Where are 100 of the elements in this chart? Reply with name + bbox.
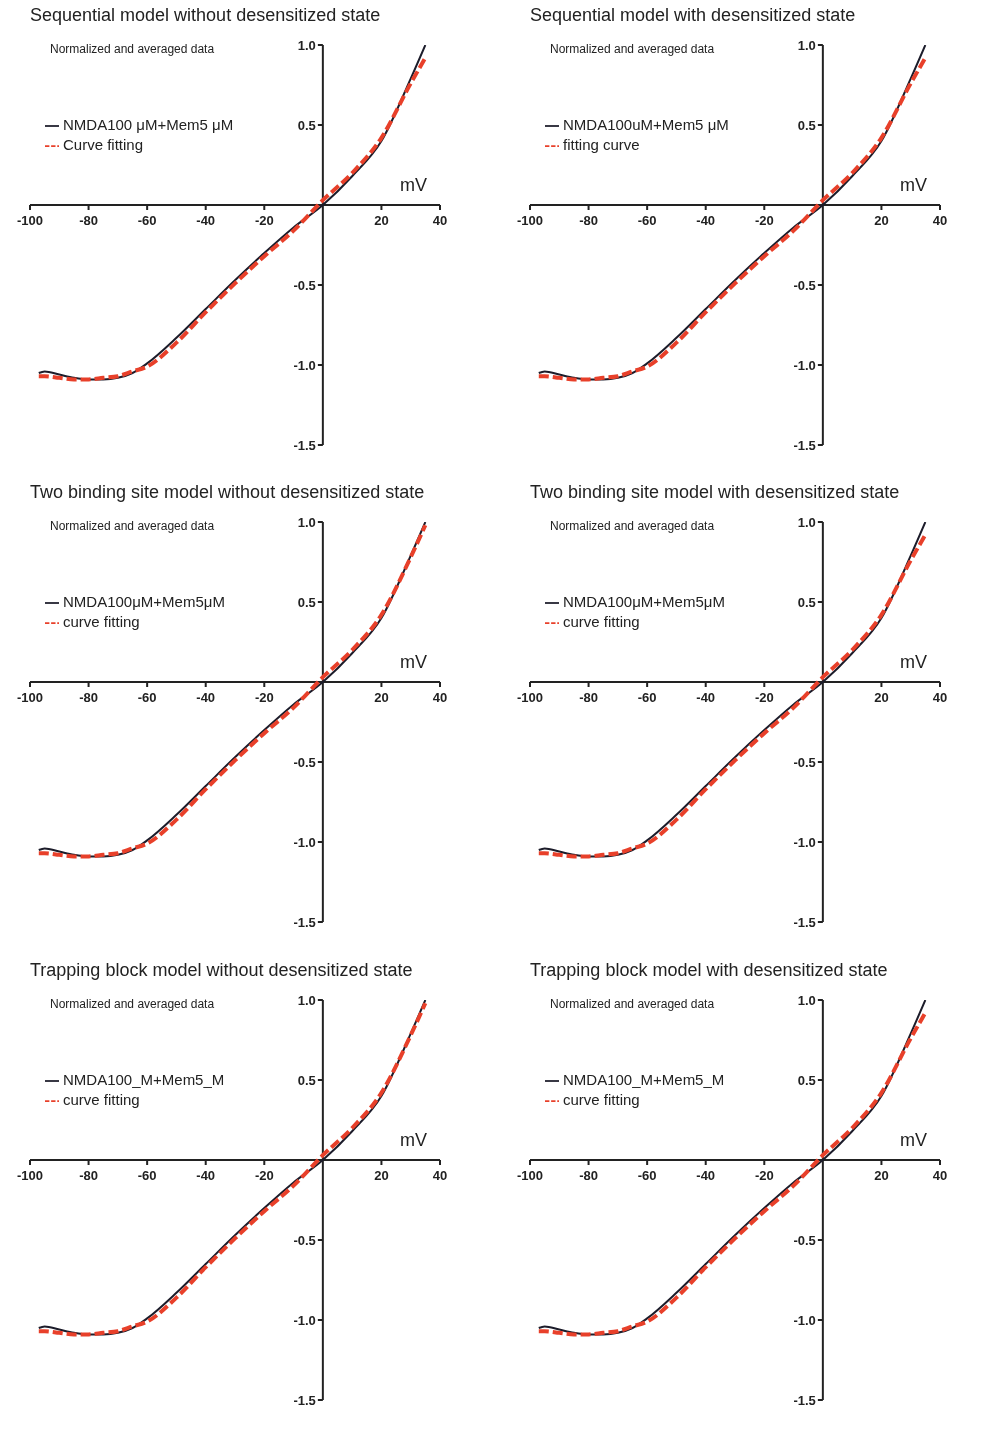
x-tick-label: -80	[79, 1167, 98, 1183]
annotation: Normalized and averaged data	[550, 42, 715, 56]
x-tick-label: -80	[79, 690, 98, 706]
y-tick-label: -1.0	[793, 358, 816, 373]
legend-label: NMDA100μM+Mem5μM	[563, 593, 725, 611]
annotation: Normalized and averaged data	[50, 519, 215, 534]
chart-title: Sequential model without desensitized state	[29, 4, 382, 27]
x-tick-label: -80	[79, 213, 98, 228]
x-tick-label: 20	[874, 690, 889, 706]
x-tick-label: -60	[637, 690, 657, 706]
chart-title: Two binding site model without desensitized state	[29, 481, 426, 505]
x-tick-label: -20	[254, 1167, 274, 1183]
x-tick-label: -100	[516, 690, 544, 706]
x-tick-label: 40	[932, 213, 948, 228]
x-tick-label: -20	[754, 690, 774, 706]
y-tick-label: -1.0	[793, 1312, 816, 1328]
x-tick-label: -100	[16, 213, 44, 228]
y-tick-label: -0.5	[793, 755, 816, 771]
annotation: Normalized and averaged data	[550, 519, 715, 534]
y-tick-label: 0.5	[297, 1072, 316, 1088]
y-tick-label: -1.5	[793, 915, 816, 931]
x-tick-label: -60	[637, 1167, 657, 1183]
x-tick-label: -60	[137, 690, 157, 706]
y-tick-label: 1.0	[297, 515, 316, 531]
legend-label: curve fitting	[63, 613, 140, 631]
x-tick-label: 20	[874, 1167, 889, 1183]
legend-label: Curve fitting	[63, 136, 144, 153]
x-tick-label: -100	[16, 690, 44, 706]
x-tick-label: -60	[137, 1167, 157, 1183]
legend-label: NMDA100μM+Mem5μM	[63, 593, 225, 611]
y-tick-label: -0.5	[293, 1232, 316, 1248]
x-axis-title: mV	[900, 652, 927, 674]
legend-label: NMDA100uM+Mem5 μM	[563, 116, 729, 133]
y-tick-label: -1.0	[293, 1312, 316, 1328]
y-tick-label: -1.5	[293, 1392, 316, 1408]
chart-title: Trapping block model without desensitized state	[29, 958, 414, 982]
y-tick-label: 1.0	[297, 992, 316, 1008]
y-tick-label: -0.5	[793, 1232, 816, 1248]
legend-label: NMDA100_M+Mem5_M	[63, 1070, 225, 1088]
x-tick-label: 20	[374, 213, 389, 228]
x-tick-label: -60	[637, 213, 657, 228]
y-tick-label: -1.5	[793, 438, 816, 453]
annotation: Normalized and averaged data	[50, 996, 215, 1011]
x-tick-label: -40	[196, 213, 216, 228]
y-tick-label: 1.0	[797, 38, 816, 53]
x-axis-title: mV	[400, 175, 427, 196]
y-tick-label: -1.5	[293, 438, 316, 453]
x-tick-label: -60	[137, 213, 157, 228]
x-tick-label: -20	[754, 213, 774, 228]
y-tick-label: -1.5	[793, 1392, 816, 1408]
chart-title: Two binding site model with desensitized state	[529, 481, 901, 505]
legend-label: curve fitting	[63, 1090, 140, 1108]
x-tick-label: -100	[516, 1167, 544, 1183]
annotation: Normalized and averaged data	[550, 996, 715, 1011]
y-tick-label: -1.0	[293, 835, 316, 851]
x-axis-title: mV	[400, 652, 427, 674]
legend-label: NMDA100 μM+Mem5 μM	[63, 116, 234, 133]
y-tick-label: -1.0	[293, 358, 316, 373]
annotation: Normalized and averaged data	[50, 42, 215, 56]
x-axis-title: mV	[400, 1129, 427, 1151]
y-tick-label: 1.0	[297, 38, 316, 53]
y-tick-label: 1.0	[797, 515, 816, 531]
x-tick-label: 20	[374, 1167, 389, 1183]
y-tick-label: 0.5	[797, 1072, 816, 1088]
x-tick-label: -20	[754, 1167, 774, 1183]
y-tick-label: 1.0	[797, 992, 816, 1008]
x-axis-title: mV	[900, 1129, 927, 1151]
x-tick-label: -40	[696, 1167, 716, 1183]
x-tick-label: -40	[696, 690, 716, 706]
legend-label: curve fitting	[563, 1090, 640, 1108]
x-tick-label: -40	[196, 1167, 216, 1183]
y-tick-label: 0.5	[797, 595, 816, 611]
x-axis-title: mV	[900, 175, 927, 196]
x-tick-label: -20	[254, 690, 274, 706]
chart-title: Sequential model with desensitized state	[529, 4, 857, 27]
chart-title: Trapping block model with desensitized state	[529, 958, 889, 982]
y-tick-label: -1.0	[793, 835, 816, 851]
y-tick-label: -0.5	[293, 278, 316, 293]
y-tick-label: -0.5	[293, 755, 316, 771]
x-tick-label: -100	[516, 213, 544, 228]
x-tick-label: 40	[932, 1167, 948, 1183]
x-tick-label: 40	[432, 1167, 448, 1183]
y-tick-label: 0.5	[297, 118, 316, 133]
legend-label: curve fitting	[563, 613, 640, 631]
x-tick-label: -80	[579, 690, 598, 706]
x-tick-label: 40	[932, 690, 948, 706]
x-tick-label: -80	[579, 213, 598, 228]
x-tick-label: 40	[432, 213, 448, 228]
y-tick-label: -1.5	[293, 915, 316, 931]
x-tick-label: -20	[254, 213, 274, 228]
x-tick-label: -100	[16, 1167, 44, 1183]
x-tick-label: 20	[374, 690, 389, 706]
x-tick-label: 40	[432, 690, 448, 706]
x-tick-label: -40	[696, 213, 716, 228]
x-tick-label: -40	[196, 690, 216, 706]
y-tick-label: 0.5	[797, 118, 816, 133]
y-tick-label: -0.5	[793, 278, 816, 293]
legend-label: NMDA100_M+Mem5_M	[563, 1070, 725, 1088]
x-tick-label: -80	[579, 1167, 598, 1183]
y-tick-label: 0.5	[297, 595, 316, 611]
